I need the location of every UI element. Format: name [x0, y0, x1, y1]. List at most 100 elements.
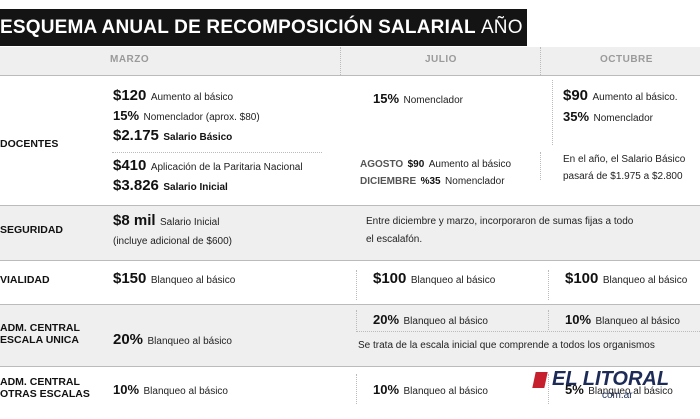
column-separator	[548, 270, 549, 300]
amount: $100	[565, 270, 599, 287]
vialidad-band	[0, 260, 700, 304]
label-line: ADM. CENTRAL	[0, 322, 80, 334]
col-marzo: MARZO	[110, 54, 150, 65]
desc: Blanqueo al básico	[147, 336, 232, 347]
column-separator	[540, 152, 541, 180]
adm-unica-band	[0, 304, 700, 366]
desc: Nomenclador	[593, 113, 653, 124]
amount: 10%	[113, 382, 140, 397]
row-label-vialidad: VIALIDAD	[0, 274, 50, 286]
amount: %35	[420, 176, 441, 187]
desc: Nomenclador	[403, 95, 463, 106]
docentes-band	[0, 75, 700, 205]
row-separator	[0, 75, 700, 76]
row-label-docentes: DOCENTES	[0, 138, 59, 150]
column-separator	[548, 310, 549, 330]
docentes-octubre-line: $90 Aumento al básico.	[563, 87, 678, 105]
desc: Salario Básico	[163, 132, 233, 143]
col-octubre: OCTUBRE	[600, 54, 653, 65]
row-separator	[0, 205, 700, 206]
amount: 35%	[563, 109, 590, 124]
el-litoral-watermark: EL LITORAL com.ar	[532, 368, 694, 408]
docentes-marzo-line: $120 Aumento al básico	[113, 87, 233, 105]
column-separator	[540, 47, 541, 75]
docentes-anual-note-1: En el año, el Salario Básico	[563, 154, 686, 165]
vialidad-marzo: $150 Blanqueo al básico	[113, 270, 235, 288]
column-separator	[552, 80, 553, 145]
seguridad-note-1: Entre diciembre y marzo, incorporaron de…	[366, 216, 634, 227]
label-line: ESCALA UNICA	[0, 334, 79, 346]
desc: Salario Inicial	[163, 182, 228, 193]
seguridad-marzo-note: (incluye adicional de $600)	[113, 236, 232, 247]
amount: 10%	[565, 312, 592, 327]
label-line: ADM. CENTRAL	[0, 376, 80, 388]
column-separator	[356, 310, 357, 330]
desc: Nomenclador	[445, 176, 505, 187]
vialidad-octubre: $100 Blanqueo al básico	[565, 270, 687, 288]
docentes-marzo-line: $3.826 Salario Inicial	[113, 177, 228, 195]
docentes-marzo-line: 15% Nomenclador (aprox. $80)	[113, 107, 260, 125]
row-label-adm-otras: ADM. CENTRAL OTRAS ESCALAS	[0, 376, 90, 400]
docentes-marzo-line: $410 Aplicación de la Paritaria Nacional	[113, 157, 303, 175]
desc: Blanqueo al básico	[150, 275, 236, 286]
month: DICIEMBRE	[360, 176, 417, 187]
row-separator	[0, 366, 700, 367]
docentes-julio: 15% Nomenclador	[373, 90, 463, 108]
amount: $90	[563, 87, 589, 104]
title-main: ESQUEMA ANUAL DE RECOMPOSICIÓN SALARIAL	[0, 17, 476, 38]
amount: 15%	[373, 91, 400, 106]
label-line: OTRAS ESCALAS	[0, 388, 90, 400]
seguridad-note-2: el escalafón.	[366, 234, 423, 245]
docentes-diciembre: DICIEMBRE %35 Nomenclador	[360, 171, 505, 189]
amount: 20%	[113, 331, 144, 348]
row-separator	[0, 260, 700, 261]
adm-otras-octubre: 5% Blanqueo al básico	[565, 381, 673, 399]
amount: $410	[113, 157, 147, 174]
desc: Blanqueo al básico	[588, 386, 673, 397]
adm-unica-julio: 20% Blanqueo al básico	[373, 311, 488, 329]
seguridad-band	[0, 205, 700, 260]
desc: Blanqueo al básico	[602, 275, 688, 286]
adm-otras-marzo: 10% Blanqueo al básico	[113, 381, 228, 399]
flag-icon	[532, 372, 548, 388]
col-julio: JULIO	[425, 54, 457, 65]
column-separator	[340, 47, 341, 75]
cell-separator	[112, 152, 322, 153]
amount: $3.826	[113, 177, 159, 194]
desc: Aumento al básico.	[592, 92, 678, 103]
row-separator	[0, 304, 700, 305]
amount: $100	[373, 270, 407, 287]
seguridad-marzo: $8 mil Salario Inicial	[113, 212, 219, 230]
amount: $120	[113, 87, 147, 104]
column-separator	[548, 374, 549, 404]
desc: Aumento al básico	[428, 159, 512, 170]
amount: 20%	[373, 312, 400, 327]
month: AGOSTO	[360, 159, 404, 170]
row-label-seguridad: SEGURIDAD	[0, 224, 64, 236]
desc: Blanqueo al básico	[403, 386, 488, 397]
desc: Aplicación de la Paritaria Nacional	[150, 162, 303, 173]
amount: $90	[407, 159, 425, 170]
amount: 15%	[113, 108, 140, 123]
desc: Blanqueo al básico	[403, 316, 488, 327]
column-separator	[356, 270, 357, 300]
adm-otras-band	[0, 366, 700, 414]
adm-unica-marzo: 20% Blanqueo al básico	[113, 331, 232, 349]
amount: 10%	[373, 382, 400, 397]
amount: $2.175	[113, 127, 159, 144]
amount: $150	[113, 270, 147, 287]
watermark-site: com.ar	[602, 390, 633, 401]
desc: Salario Inicial	[159, 217, 220, 228]
title-bar: ESQUEMA ANUAL DE RECOMPOSICIÓN SALARIAL …	[0, 9, 527, 46]
docentes-agosto: AGOSTO $90 Aumento al básico	[360, 154, 511, 172]
amount: $8 mil	[113, 212, 156, 229]
column-separator	[356, 374, 357, 404]
watermark-name: EL LITORAL	[552, 368, 670, 390]
desc: Blanqueo al básico	[410, 275, 496, 286]
amount: 5%	[565, 382, 584, 397]
row-label-adm-unica: ADM. CENTRAL ESCALA UNICA	[0, 322, 80, 346]
desc: Blanqueo al básico	[595, 316, 680, 327]
desc: Nomenclador (aprox. $80)	[143, 112, 260, 123]
adm-otras-julio: 10% Blanqueo al básico	[373, 381, 488, 399]
desc: Aumento al básico	[150, 92, 234, 103]
